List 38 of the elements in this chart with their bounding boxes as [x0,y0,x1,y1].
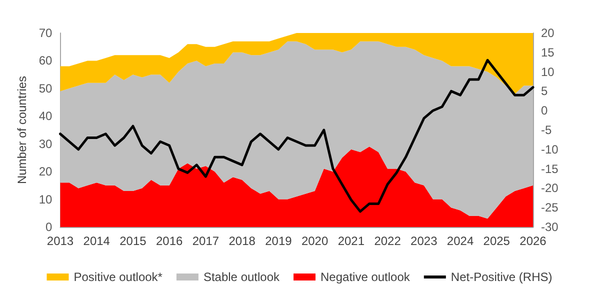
x-tick-label: 2024 [446,234,474,248]
y-tick-label: 10 [38,192,53,206]
x-tick-label: 2020 [301,234,328,248]
x-tick-label: 2025 [483,234,510,248]
x-tick-label: 2018 [228,234,256,248]
y2-tick-label: 20 [541,26,555,40]
y2-tick-label: 10 [541,64,555,79]
y-tick-label: 40 [38,109,53,124]
x-tick-label: 2014 [83,234,110,248]
y-tick-label: 70 [38,26,53,40]
y-tick-label: 30 [38,136,53,151]
x-tick-label: 2022 [374,234,402,248]
y2-tick-label: 15 [541,45,555,60]
y2-tick-label: -5 [541,123,552,137]
legend-label: Positive outlook* [74,270,163,284]
y-tick-label: 60 [38,54,53,68]
y2-tick-label: -20 [541,181,559,196]
y-tick-label: 0 [46,220,53,234]
y-tick-label: 20 [38,164,53,179]
y2-tick-label: -30 [541,220,559,234]
x-tick-label: 2019 [265,234,292,248]
y2-tick-label: 0 [541,104,548,118]
x-tick-label: 2026 [520,234,547,248]
y2-tick-label: 5 [541,84,548,98]
x-tick-label: 2016 [156,234,184,248]
legend-label: Net-Positive (RHS) [450,270,552,284]
y-axis-title: Number of countries [15,76,29,184]
x-tick-label: 2023 [410,234,438,248]
x-tick-label: 2021 [338,234,365,248]
x-tick-label: 2015 [120,234,147,248]
y2-tick-label: -25 [541,200,559,215]
legend-label: Stable outlook [203,270,281,284]
x-tick-label: 2017 [192,234,220,248]
y-tick-label: 50 [38,81,53,96]
legend-label: Negative outlook [320,270,411,284]
y2-tick-label: -10 [541,142,559,156]
x-tick-label: 2013 [46,234,74,248]
y2-tick-label: -15 [541,162,559,176]
